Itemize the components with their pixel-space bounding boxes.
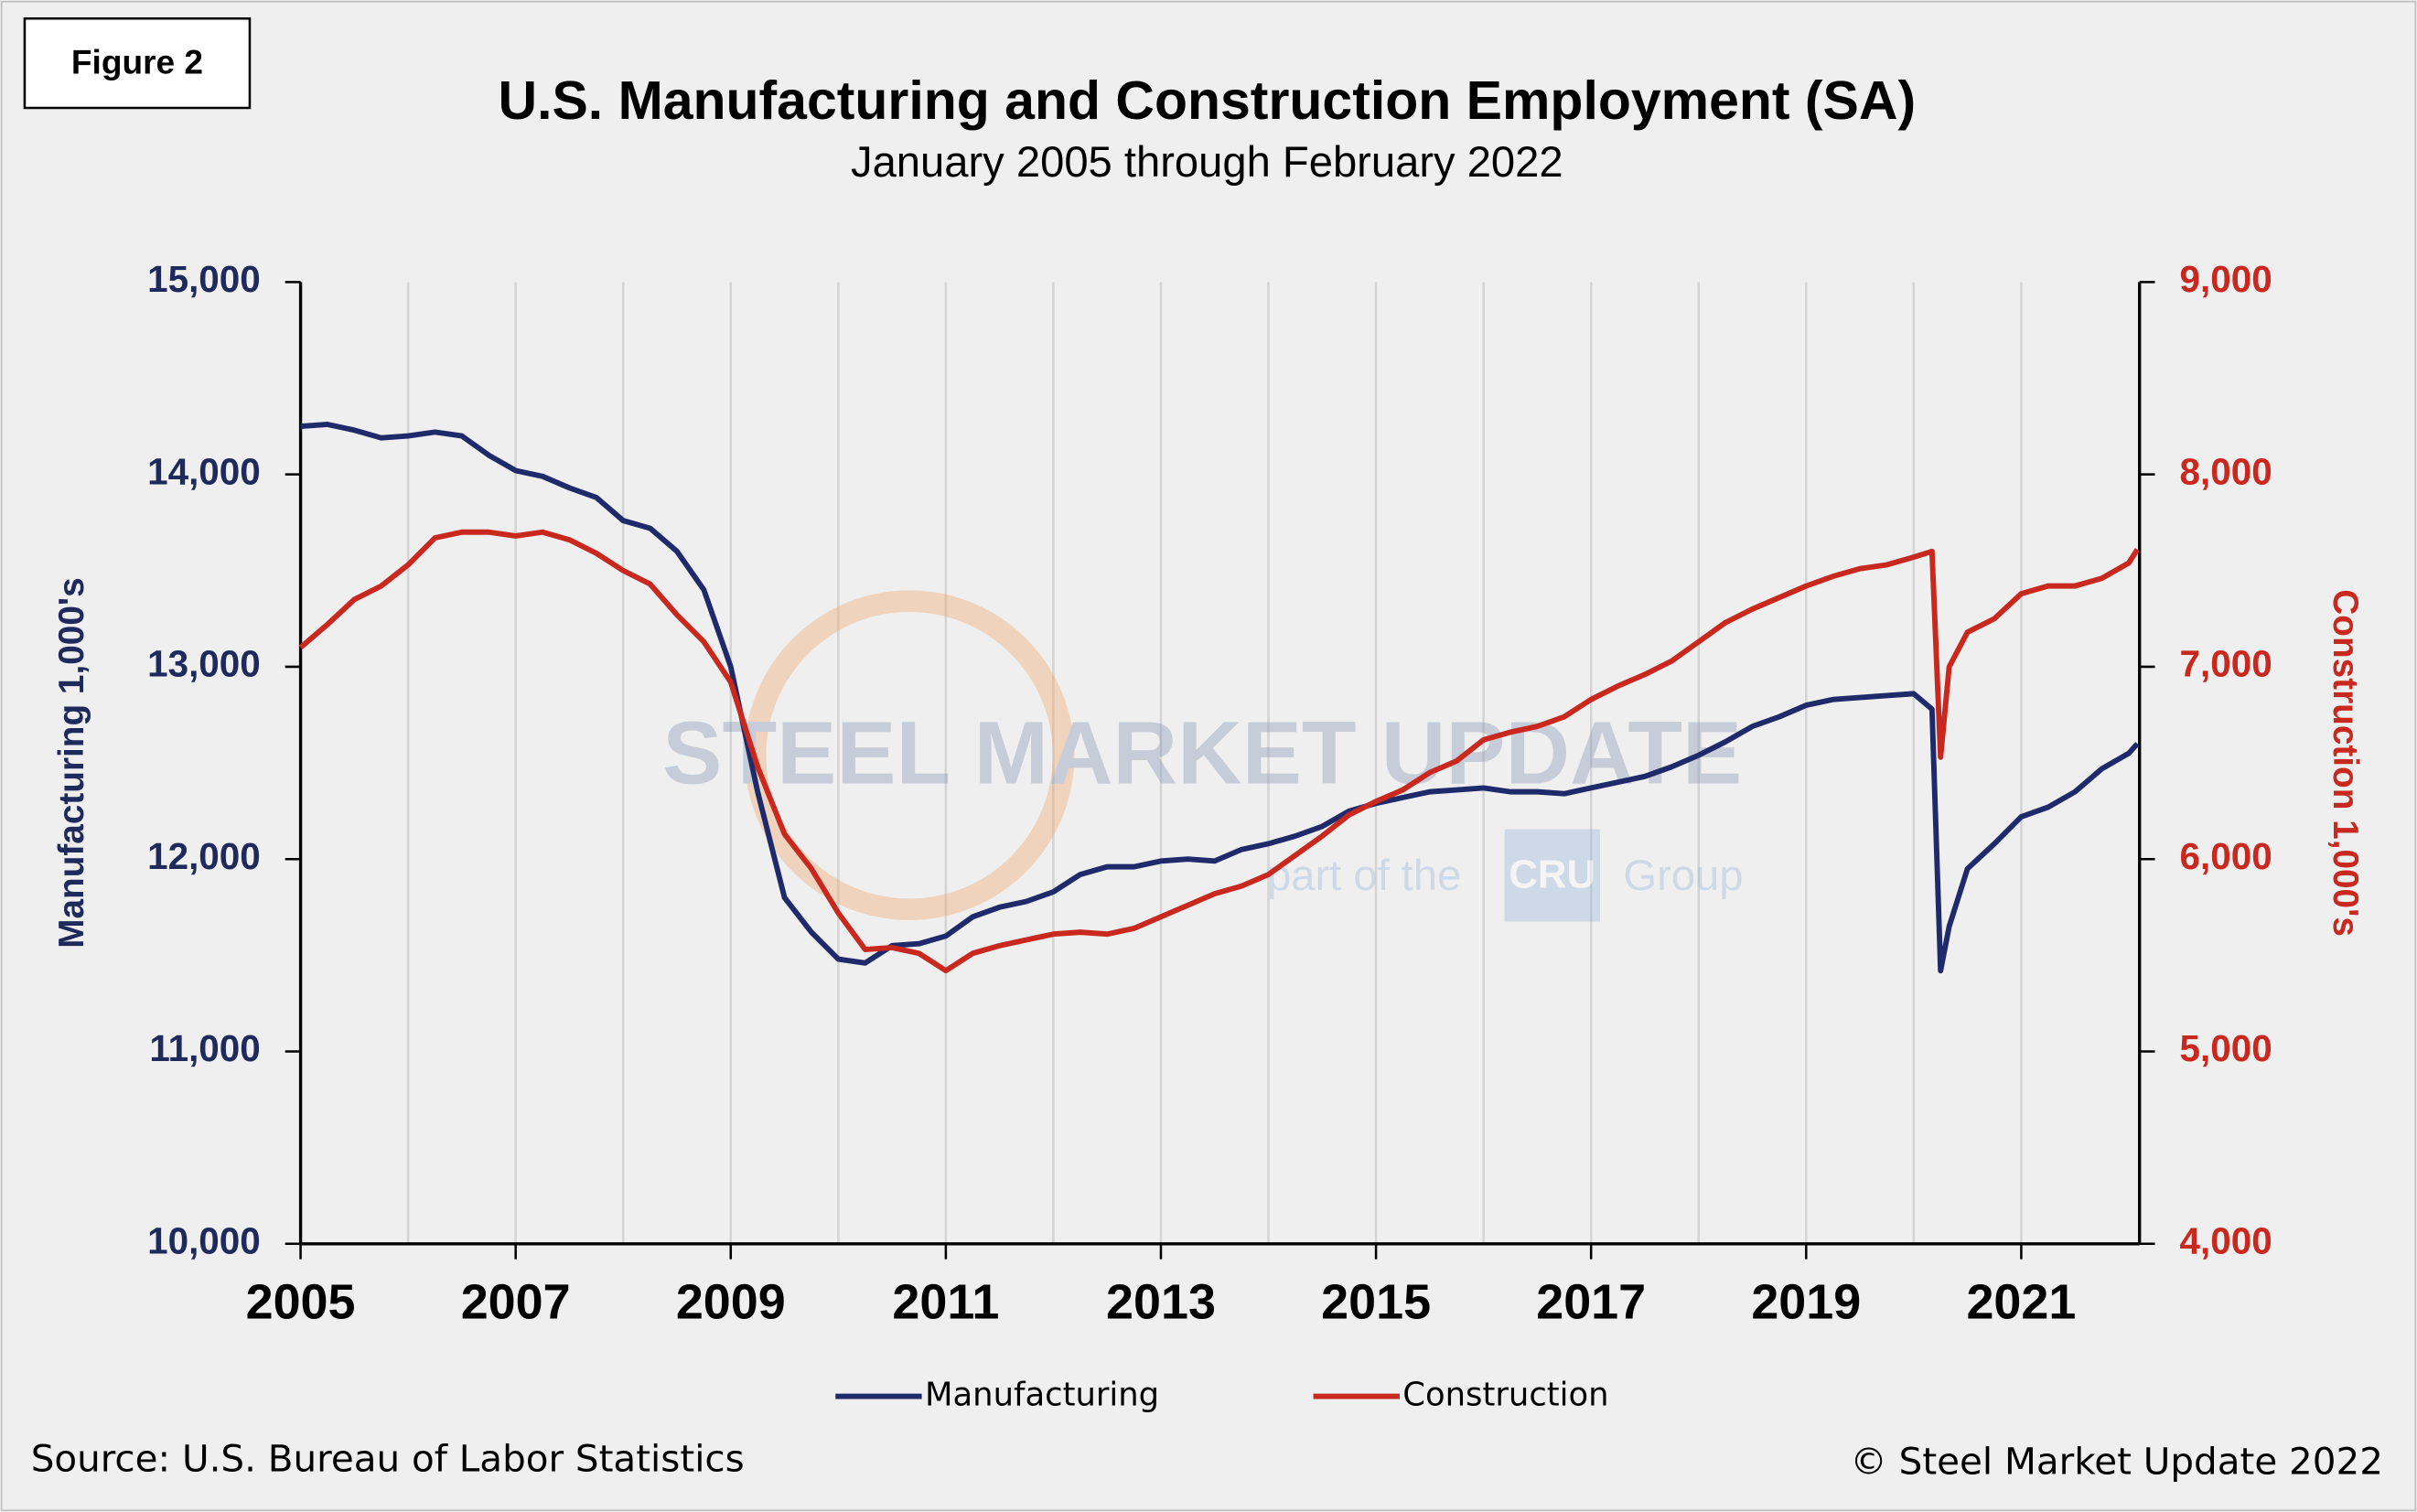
y2-tick-label: 6,000 xyxy=(2180,835,2272,877)
y2-tick-label: 8,000 xyxy=(2180,450,2272,492)
x-tick-label: 2021 xyxy=(1966,1274,2076,1329)
x-tick-label: 2019 xyxy=(1751,1274,1861,1329)
legend-label: Manufacturing xyxy=(925,1377,1159,1414)
watermark-tagline: Group xyxy=(1623,851,1743,899)
y-tick-label: 14,000 xyxy=(147,450,261,492)
chart-title: U.S. Manufacturing and Construction Empl… xyxy=(499,71,1917,131)
watermark-tagline: part of the xyxy=(1267,851,1461,899)
x-tick-label: 2005 xyxy=(246,1274,356,1329)
y-tick-label: 15,000 xyxy=(147,258,261,300)
y-tick-label: 11,000 xyxy=(149,1027,260,1069)
y2-tick-label: 7,000 xyxy=(2180,643,2272,685)
y2-tick-label: 4,000 xyxy=(2180,1219,2272,1261)
y-tick-label: 10,000 xyxy=(147,1219,261,1261)
figure-label-box xyxy=(23,16,252,110)
chart-subtitle: January 2005 through February 2022 xyxy=(851,137,1563,186)
y-axis-title: Manufacturing 1,000's xyxy=(52,577,91,948)
legend-label: Construction xyxy=(1402,1377,1608,1414)
grid xyxy=(406,282,2023,1244)
x-tick-label: 2013 xyxy=(1106,1274,1216,1329)
y2-axis-title: Construction 1,000's xyxy=(2326,589,2365,937)
figure-label: Figure 2 xyxy=(71,43,203,81)
y-tick-label: 13,000 xyxy=(147,643,261,685)
watermark-logo-box xyxy=(1504,829,1600,922)
copyright-note: © Steel Market Update 2022 xyxy=(1850,1440,2383,1484)
x-tick-label: 2017 xyxy=(1536,1274,1646,1329)
series-line xyxy=(298,529,2140,974)
x-tick-label: 2009 xyxy=(676,1274,786,1329)
y-tick-label: 12,000 xyxy=(147,835,261,877)
source-note: Source: U.S. Bureau of Labor Statistics xyxy=(31,1436,745,1480)
x-tick-label: 2011 xyxy=(892,1274,999,1329)
x-tick-label: 2015 xyxy=(1321,1274,1431,1329)
y2-tick-label: 5,000 xyxy=(2180,1027,2272,1069)
watermark-logo-text: CRU xyxy=(1509,852,1595,896)
watermark: STEEL MARKET UPDATE part of the CRU Grou… xyxy=(662,590,1743,922)
x-tick-label: 2007 xyxy=(461,1274,571,1329)
y2-tick-label: 9,000 xyxy=(2180,258,2272,300)
series-line xyxy=(300,422,2140,974)
